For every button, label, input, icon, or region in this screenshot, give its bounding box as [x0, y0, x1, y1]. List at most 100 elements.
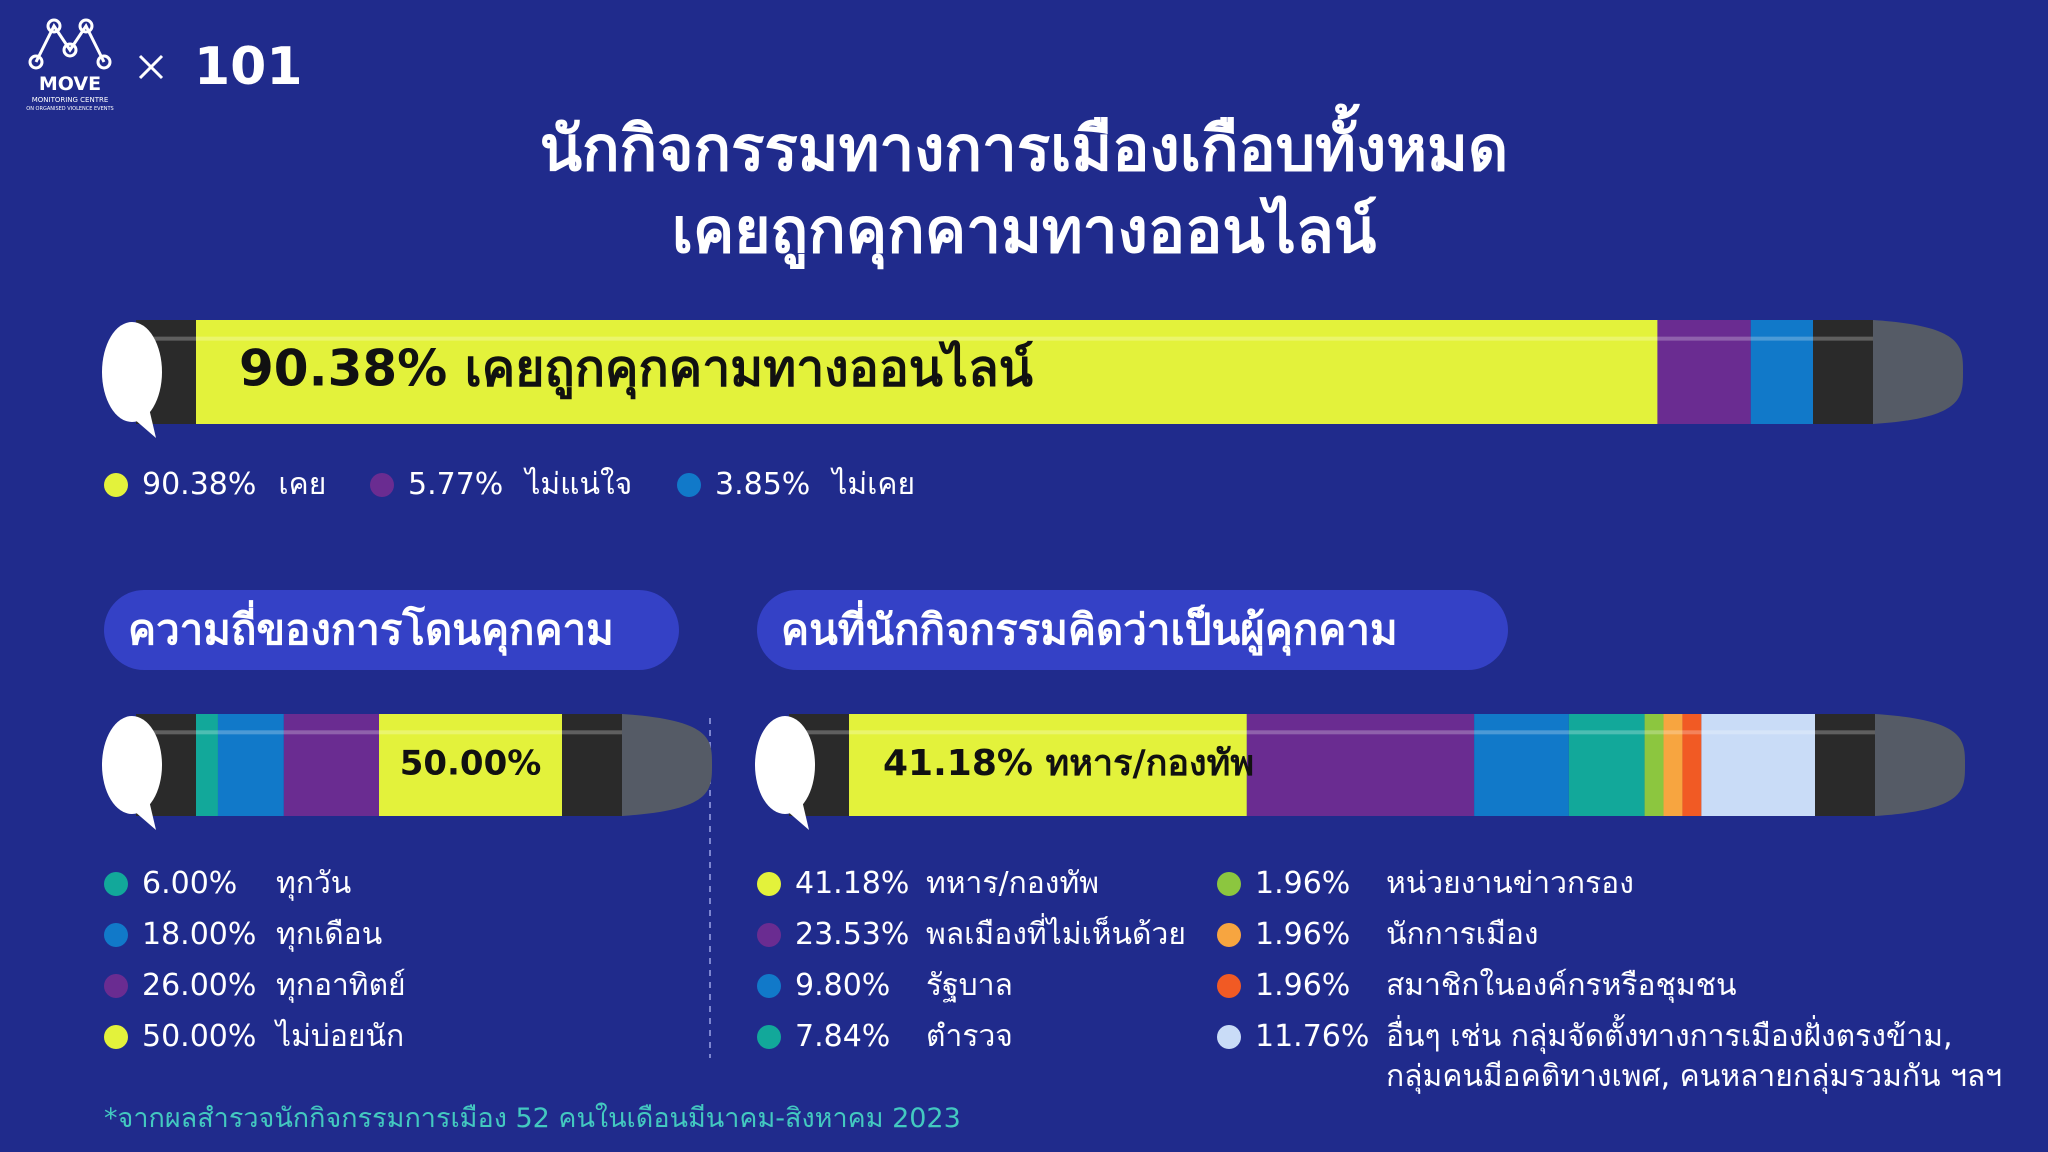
legend-label: ทหาร/กองทัพ: [926, 866, 1099, 901]
bar-segment: [196, 714, 218, 816]
legend-value: 50.00%: [142, 1019, 257, 1054]
legend-swatch: [104, 1025, 128, 1049]
legend-label: ไม่แน่ใจ: [525, 467, 633, 502]
legend-swatch: [757, 923, 781, 947]
bar-segment: [1568, 714, 1645, 816]
legend-label: พลเมืองที่ไม่เห็นด้วย: [926, 917, 1186, 952]
legend-swatch: [104, 923, 128, 947]
legend-swatch: [677, 473, 701, 497]
logo-cross: [138, 54, 164, 80]
bar-cap: [552, 714, 622, 816]
logo-name: MOVE: [39, 73, 101, 95]
legend-label: อื่นๆ เช่น กลุ่มจัดตั้งทางการเมืองฝั่งตร…: [1386, 1019, 2003, 1094]
legend-value: 1.96%: [1255, 866, 1351, 901]
speech-bubble: [126, 796, 156, 830]
legend-value: 90.38%: [142, 467, 257, 502]
legend-swatch: [104, 974, 128, 998]
logo-icon: [28, 18, 112, 70]
bar-segment: [283, 714, 379, 816]
bar-highlight: [136, 730, 622, 735]
legend-label: รัฐบาล: [926, 968, 1013, 1003]
legend-entry: 1.96% หน่วยงานข่าวกรอง: [1217, 864, 2017, 904]
legend-label: สมาชิกในองค์กรหรือชุมชน: [1386, 968, 1737, 1003]
legend-swatch: [1217, 1025, 1241, 1049]
bar-highlight: [789, 730, 1875, 735]
legend-entry: 6.00% ทุกวัน: [104, 864, 351, 904]
title: เคยถูกคุกคามทางออนไลน์: [671, 194, 1377, 267]
legend-value: 7.84%: [795, 1019, 891, 1054]
legend-label: นักการเมือง: [1386, 917, 1539, 952]
logo-line: ON ORGANISED VIOLENCE EVENTS: [26, 106, 113, 112]
title: นักกิจกรรมทางการเมืองเกือบทั้งหมด: [539, 112, 1509, 185]
speech-bubble: [126, 404, 156, 438]
legend-value: 9.80%: [795, 968, 891, 1003]
speech-bubble: [779, 796, 809, 830]
legend-entry: 50.00% ไม่บ่อยนัก: [104, 1017, 404, 1057]
footnote: *จากผลสำรวจนักกิจกรรมการเมือง 52 คนในเดื…: [104, 1103, 961, 1134]
legend-value: 23.53%: [795, 917, 910, 952]
speech-bubble: [755, 716, 815, 814]
legend-swatch: [757, 872, 781, 896]
legend-value: 5.77%: [408, 467, 504, 502]
legend-value: 18.00%: [142, 917, 257, 952]
legend-entry: 90.38% เคย: [104, 465, 326, 505]
legend-value: 3.85%: [715, 467, 811, 502]
legend-swatch: [104, 872, 128, 896]
legend-entry: 26.00% ทุกอาทิตย์: [104, 966, 406, 1006]
legend-value: 6.00%: [142, 866, 238, 901]
legend-entry: 41.18% ทหาร/กองทัพ: [757, 864, 1337, 904]
bar-tip: [622, 714, 712, 816]
bar-segment: [1701, 714, 1815, 816]
legend-label: เคย: [278, 467, 327, 502]
bar-tip: [1873, 320, 1963, 424]
legend-value: 41.18%: [795, 866, 910, 901]
bar-segment: [379, 714, 562, 816]
legend-entry: 11.76% อื่นๆ เช่น กลุ่มจัดตั้งทางการเมือง…: [1217, 1017, 2017, 1097]
logo-line: MONITORING CENTRE: [32, 96, 109, 104]
legend-entry: 1.96% นักการเมือง: [1217, 915, 2017, 955]
legend-label: ทุกเดือน: [276, 917, 383, 952]
bar-segment: [1657, 320, 1751, 424]
legend-entry: 3.85% ไม่เคย: [677, 465, 915, 505]
legend-entry: 23.53% พลเมืองที่ไม่เห็นด้วย: [757, 915, 1337, 955]
speech-bubble: [102, 716, 162, 814]
bar-cap: [1803, 320, 1873, 424]
bar-label: 41.18% ทหาร/กองทัพ: [883, 743, 1254, 784]
legend-swatch: [1217, 872, 1241, 896]
legend-label: ทุกอาทิตย์: [276, 968, 406, 1003]
legend-entry: 7.84% ตำรวจ: [757, 1017, 1337, 1057]
legend-swatch: [370, 473, 394, 497]
bar-segment: [1474, 714, 1569, 816]
legend-value: 1.96%: [1255, 917, 1351, 952]
legend-swatch: [1217, 923, 1241, 947]
legend-swatch: [1217, 974, 1241, 998]
section-banner: ความถี่ของการโดนคุกคาม: [104, 590, 679, 670]
legend-label: ตำรวจ: [926, 1019, 1013, 1054]
section-banner: คนที่นักกิจกรรมคิดว่าเป็นผู้คุกคาม: [757, 590, 1508, 670]
bar-segment: [1663, 714, 1683, 816]
bar-label: 90.38% เคยถูกคุกคามทางออนไลน์: [239, 340, 1033, 400]
bar-segment: [849, 714, 1247, 816]
partner-logo: 101: [194, 37, 303, 97]
bar-segment: [1682, 714, 1702, 816]
legend-label: ไม่บ่อยนัก: [276, 1019, 405, 1054]
legend-value: 26.00%: [142, 968, 257, 1003]
legend-entry: 1.96% สมาชิกในองค์กรหรือชุมชน: [1217, 966, 2017, 1006]
legend-label: ทุกวัน: [276, 866, 352, 901]
bar-segment: [196, 320, 1658, 424]
legend-swatch: [757, 974, 781, 998]
bar-highlight: [136, 336, 1873, 341]
speech-bubble: [102, 322, 162, 422]
legend-swatch: [104, 473, 128, 497]
bar-segment: [1246, 714, 1475, 816]
bar-cap: [1805, 714, 1875, 816]
legend-label: ไม่เคย: [832, 467, 916, 502]
bar-tip: [1875, 714, 1965, 816]
legend-entry: 18.00% ทุกเดือน: [104, 915, 382, 955]
legend-entry: 9.80% รัฐบาล: [757, 966, 1337, 1006]
legend-label: หน่วยงานข่าวกรอง: [1386, 866, 1634, 901]
bar-segment: [217, 714, 284, 816]
bar-value-label: 50.00%: [400, 744, 542, 784]
